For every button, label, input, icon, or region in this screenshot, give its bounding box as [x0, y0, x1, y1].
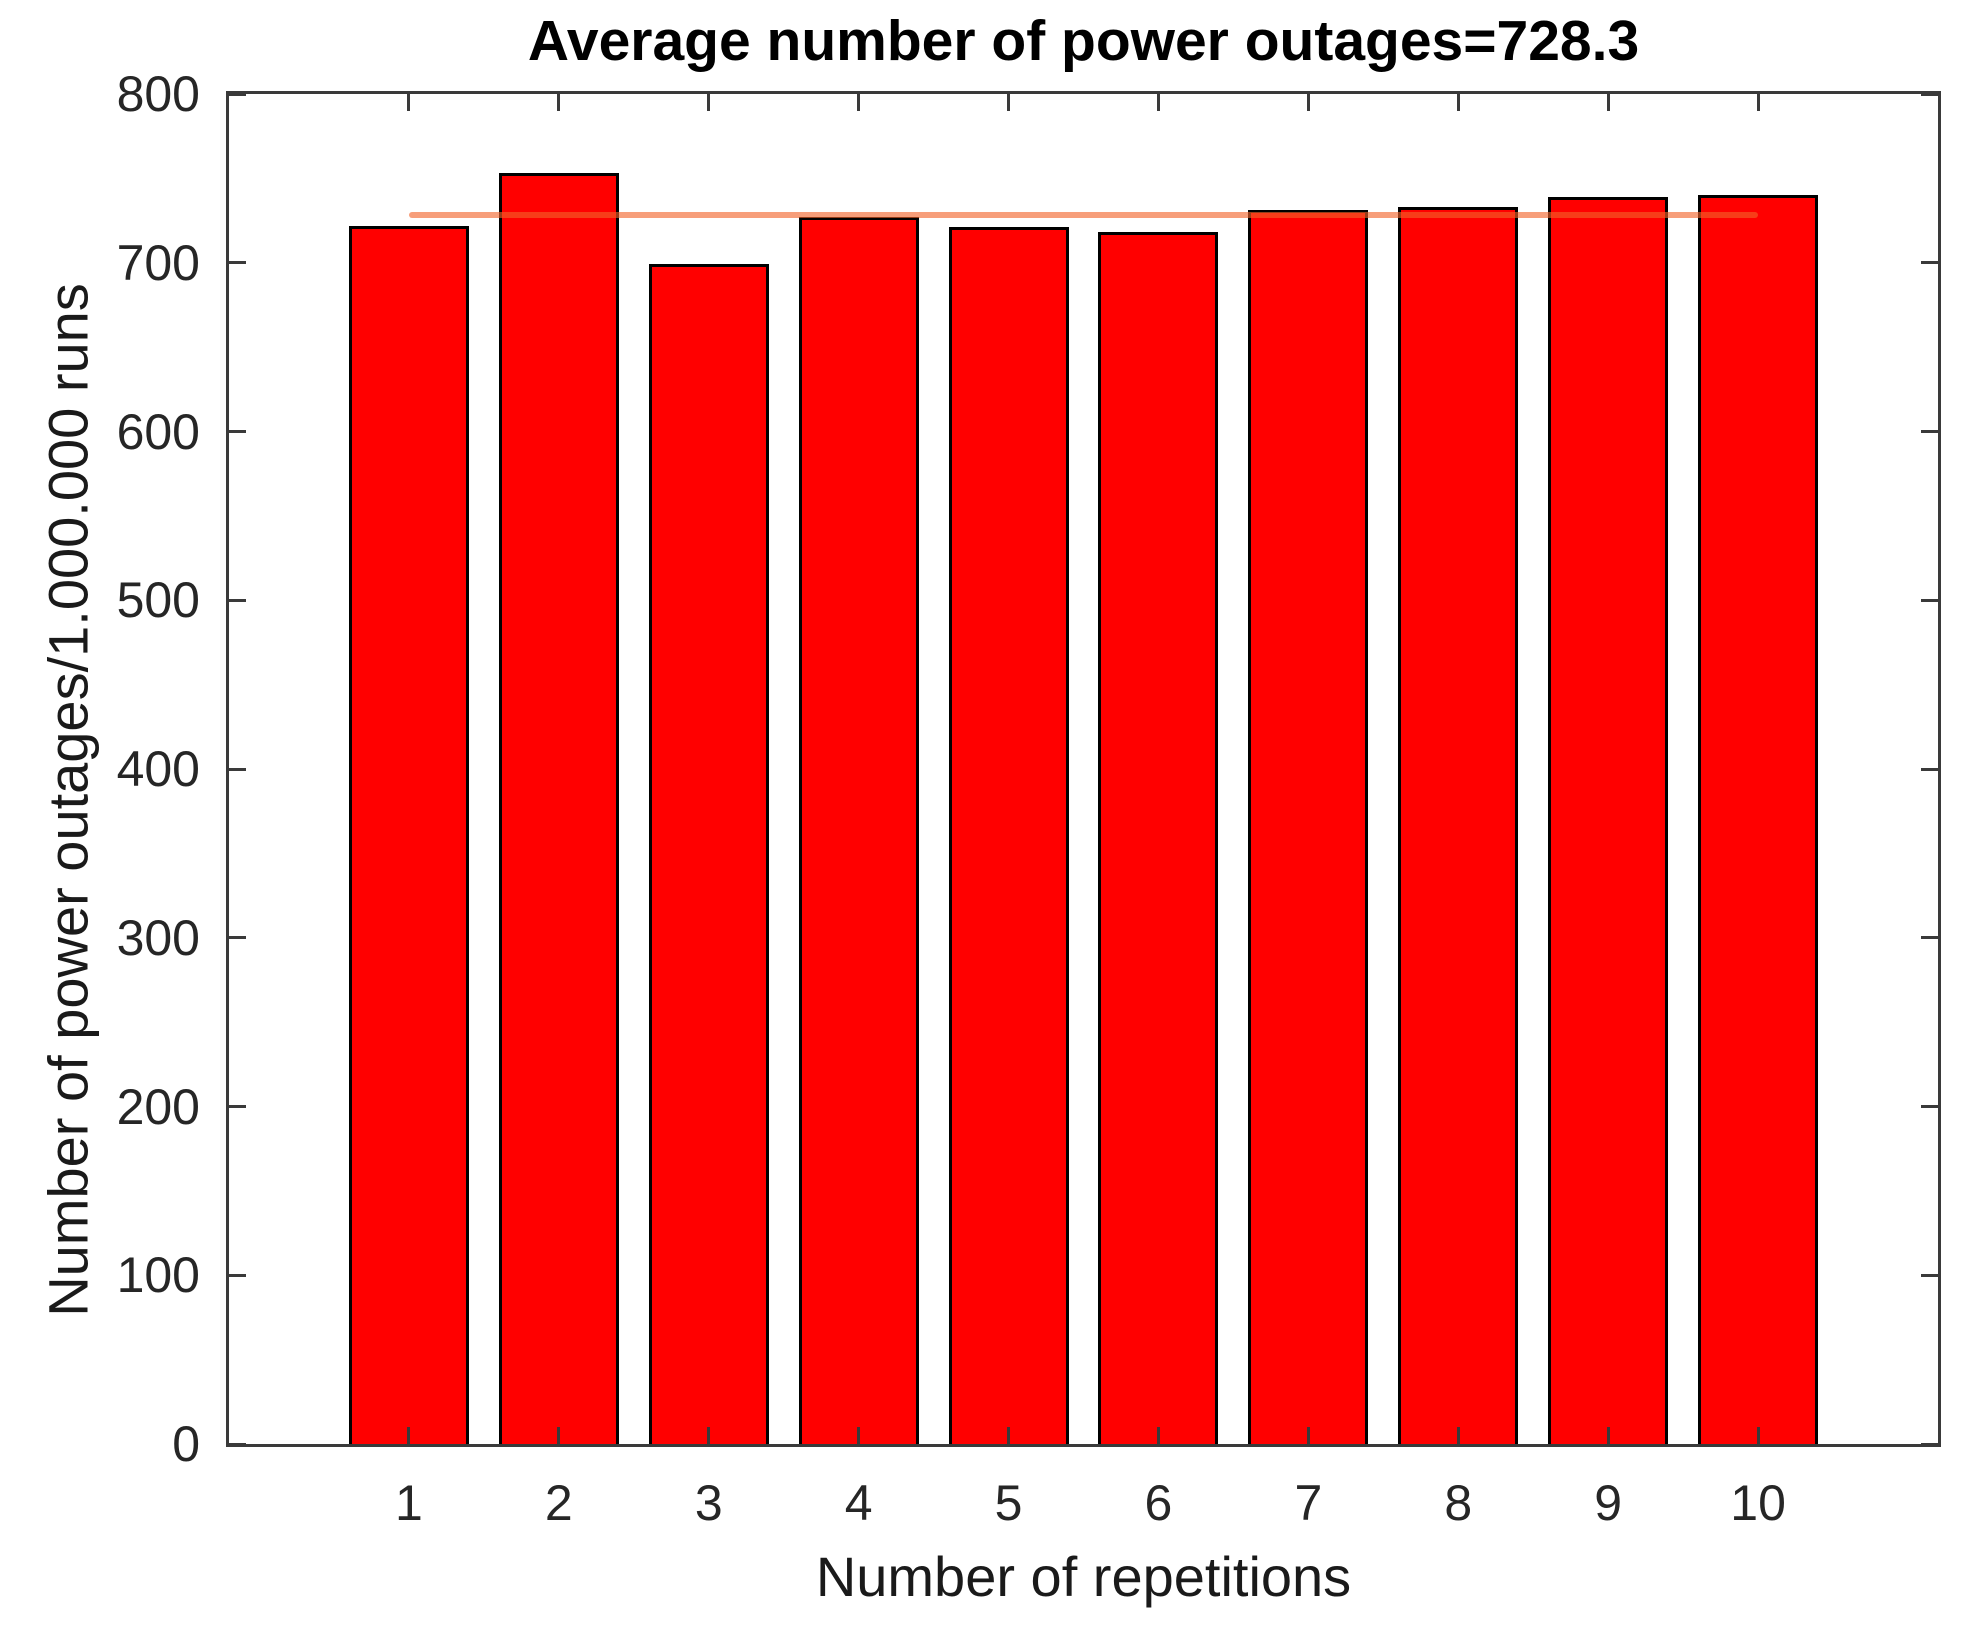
- bar-category-3: [648, 264, 769, 1444]
- y-tick-right: [1921, 1273, 1938, 1277]
- y-tick-label: 200: [116, 1078, 200, 1135]
- x-tick-top: [557, 94, 561, 111]
- x-tick-label: 9: [1594, 1475, 1623, 1531]
- average-line: [408, 211, 1759, 218]
- x-tick-top: [1007, 94, 1011, 111]
- y-tick-left: [229, 92, 246, 96]
- x-tick-label: 5: [994, 1475, 1023, 1531]
- y-tick-right: [1921, 261, 1938, 265]
- x-tick-top: [1456, 94, 1460, 111]
- y-tick-label: 400: [116, 741, 200, 797]
- y-tick-label: 100: [116, 1247, 200, 1304]
- x-tick-top: [857, 94, 861, 111]
- x-tick-bottom: [1156, 1427, 1160, 1444]
- x-tick-label: 3: [694, 1475, 723, 1531]
- bar-category-10: [1698, 195, 1819, 1444]
- bar-category-1: [348, 225, 469, 1444]
- y-tick-right: [1921, 936, 1938, 940]
- y-tick-right: [1921, 1442, 1938, 1446]
- y-tick-left: [229, 767, 246, 771]
- y-tick-right: [1921, 767, 1938, 771]
- bar-category-2: [498, 173, 619, 1444]
- x-tick-top: [1756, 94, 1760, 111]
- y-tick-left: [229, 598, 246, 602]
- x-tick-top: [707, 94, 711, 111]
- y-tick-left: [229, 1442, 246, 1446]
- y-tick-left: [229, 430, 246, 433]
- bar-category-9: [1548, 196, 1669, 1444]
- y-tick-label: 500: [116, 572, 200, 629]
- bar-category-8: [1398, 207, 1519, 1444]
- y-tick-left: [229, 1273, 246, 1277]
- x-tick-top: [1606, 94, 1610, 111]
- y-tick-left: [229, 1105, 246, 1108]
- bar-category-4: [798, 217, 919, 1444]
- x-axis-label: Number of repetitions: [815, 1545, 1352, 1608]
- bar-category-5: [948, 227, 1069, 1444]
- x-tick-bottom: [1606, 1427, 1610, 1444]
- x-tick-label: 10: [1730, 1475, 1786, 1531]
- y-tick-label: 600: [116, 403, 200, 460]
- x-tick-bottom: [407, 1427, 411, 1444]
- x-tick-label: 6: [1144, 1475, 1173, 1531]
- x-tick-top: [407, 94, 411, 111]
- y-tick-right: [1921, 92, 1938, 96]
- x-tick-bottom: [1007, 1427, 1011, 1444]
- x-tick-bottom: [557, 1427, 561, 1444]
- x-tick-bottom: [707, 1427, 711, 1444]
- y-tick-label: 800: [116, 66, 200, 122]
- x-tick-label: 1: [394, 1475, 423, 1531]
- x-tick-label: 8: [1444, 1475, 1473, 1531]
- x-tick-bottom: [857, 1427, 861, 1444]
- x-tick-bottom: [1756, 1427, 1760, 1444]
- x-tick-label: 7: [1294, 1475, 1323, 1531]
- plot-area: [226, 91, 1941, 1447]
- y-tick-left: [229, 261, 246, 265]
- x-tick-label: 2: [544, 1475, 573, 1531]
- bar-category-7: [1248, 210, 1369, 1444]
- y-tick-right: [1921, 430, 1938, 433]
- y-tick-right: [1921, 1105, 1938, 1108]
- x-tick-top: [1306, 94, 1310, 111]
- bar-category-6: [1098, 232, 1219, 1444]
- y-tick-label: 0: [172, 1416, 200, 1472]
- y-tick-label: 300: [116, 909, 200, 966]
- y-tick-right: [1921, 598, 1938, 602]
- chart-title: Average number of power outages=728.3: [527, 9, 1640, 73]
- x-tick-label: 4: [844, 1475, 873, 1531]
- x-tick-bottom: [1306, 1427, 1310, 1444]
- y-tick-label: 700: [116, 234, 200, 291]
- x-tick-bottom: [1456, 1427, 1460, 1444]
- x-tick-top: [1156, 94, 1160, 111]
- y-tick-left: [229, 936, 246, 940]
